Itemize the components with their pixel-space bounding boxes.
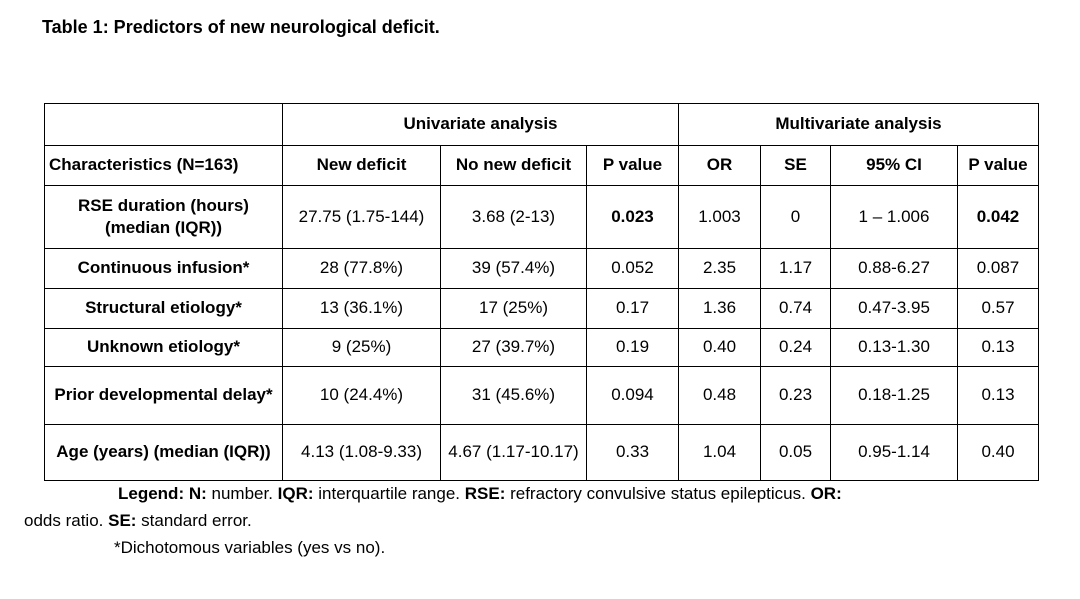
univariate-group-header: Univariate analysis [282,103,679,146]
characteristic-cell: Unknown etiology* [44,328,283,367]
legend-text: standard error. [136,511,252,530]
legend-text: interquartile range. [313,484,465,503]
table-caption: Table 1: Predictors of new neurological … [42,17,440,37]
value-cell: 1.003 [678,185,761,249]
legend-text: refractory convulsive status epilepticus… [505,484,811,503]
legend-abbrev: IQR: [277,484,314,503]
value-cell: 17 (25%) [440,288,587,329]
col-header-p-value-multi: P value [957,145,1039,186]
value-cell: 10 (24.4%) [282,366,441,425]
characteristic-cell: Continuous infusion* [44,248,283,289]
legend-abbrev: SE: [108,511,137,530]
table-row-rse-duration: RSE duration (hours) (median (IQR)) 27.7… [44,185,1039,249]
value-cell: 0.13 [957,328,1039,367]
multivariate-group-header: Multivariate analysis [678,103,1039,146]
legend-line-2: odds ratio. SE: standard error. [24,507,1038,534]
characteristic-cell: RSE duration (hours) (median (IQR)) [44,185,283,249]
value-cell: 31 (45.6%) [440,366,587,425]
value-cell: 0.087 [957,248,1039,289]
value-cell: 13 (36.1%) [282,288,441,329]
value-cell: 27.75 (1.75-144) [282,185,441,249]
value-cell: 0.052 [586,248,679,289]
legend-text: odds ratio. [24,511,109,530]
table-row-structural-etiology: Structural etiology* 13 (36.1%) 17 (25%)… [44,288,1039,329]
value-cell: 1.36 [678,288,761,329]
value-cell: 0.40 [678,328,761,367]
table-row-continuous-infusion: Continuous infusion* 28 (77.8%) 39 (57.4… [44,248,1039,289]
value-cell: 0.24 [760,328,831,367]
table-row-age: Age (years) (median (IQR)) 4.13 (1.08-9.… [44,424,1039,481]
legend-line-1: Legend: N: number. IQR: interquartile ra… [24,480,1038,507]
value-cell: 0.18-1.25 [830,366,958,425]
value-cell: 27 (39.7%) [440,328,587,367]
characteristic-cell: Prior developmental delay* [44,366,283,425]
legend-footnote: *Dichotomous variables (yes vs no). [114,538,386,557]
legend-abbrev: Legend: N: [118,484,207,503]
col-header-se: SE [760,145,831,186]
value-cell: 1 – 1.006 [830,185,958,249]
legend-abbrev: OR: [810,484,842,503]
col-header-p-value-uni: P value [586,145,679,186]
value-cell: 4.67 (1.17-10.17) [440,424,587,481]
characteristic-cell: Structural etiology* [44,288,283,329]
col-header-or: OR [678,145,761,186]
table-row-unknown-etiology: Unknown etiology* 9 (25%) 27 (39.7%) 0.1… [44,328,1039,367]
value-cell: 0.33 [586,424,679,481]
value-cell: 0.74 [760,288,831,329]
table-row-prior-developmental-delay: Prior developmental delay* 10 (24.4%) 31… [44,366,1039,425]
value-cell: 2.35 [678,248,761,289]
value-cell: 0.17 [586,288,679,329]
value-cell: 0.023 [586,185,679,249]
value-cell: 3.68 (2-13) [440,185,587,249]
corner-cell [44,103,283,146]
value-cell: 0.05 [760,424,831,481]
value-cell: 1.04 [678,424,761,481]
value-cell: 0.57 [957,288,1039,329]
predictors-table: Univariate analysis Multivariate analysi… [44,103,1039,481]
value-cell: 28 (77.8%) [282,248,441,289]
value-cell: 0.042 [957,185,1039,249]
col-header-characteristics: Characteristics (N=163) [44,145,283,186]
value-cell: 0.13-1.30 [830,328,958,367]
value-cell: 0 [760,185,831,249]
value-cell: 9 (25%) [282,328,441,367]
legend-abbrev: RSE: [464,484,506,503]
col-header-95ci: 95% CI [830,145,958,186]
col-header-new-deficit: New deficit [282,145,441,186]
col-header-no-new-deficit: No new deficit [440,145,587,186]
value-cell: 0.88-6.27 [830,248,958,289]
value-cell: 0.23 [760,366,831,425]
value-cell: 0.13 [957,366,1039,425]
value-cell: 0.40 [957,424,1039,481]
value-cell: 0.094 [586,366,679,425]
value-cell: 39 (57.4%) [440,248,587,289]
value-cell: 0.95-1.14 [830,424,958,481]
table-legend: Legend: N: number. IQR: interquartile ra… [24,480,1038,561]
characteristic-cell: Age (years) (median (IQR)) [44,424,283,481]
value-cell: 0.19 [586,328,679,367]
value-cell: 0.47-3.95 [830,288,958,329]
column-header-row: Characteristics (N=163) New deficit No n… [44,145,1039,186]
group-header-row: Univariate analysis Multivariate analysi… [44,103,1039,146]
value-cell: 1.17 [760,248,831,289]
value-cell: 0.48 [678,366,761,425]
value-cell: 4.13 (1.08-9.33) [282,424,441,481]
legend-text: number. [206,484,278,503]
